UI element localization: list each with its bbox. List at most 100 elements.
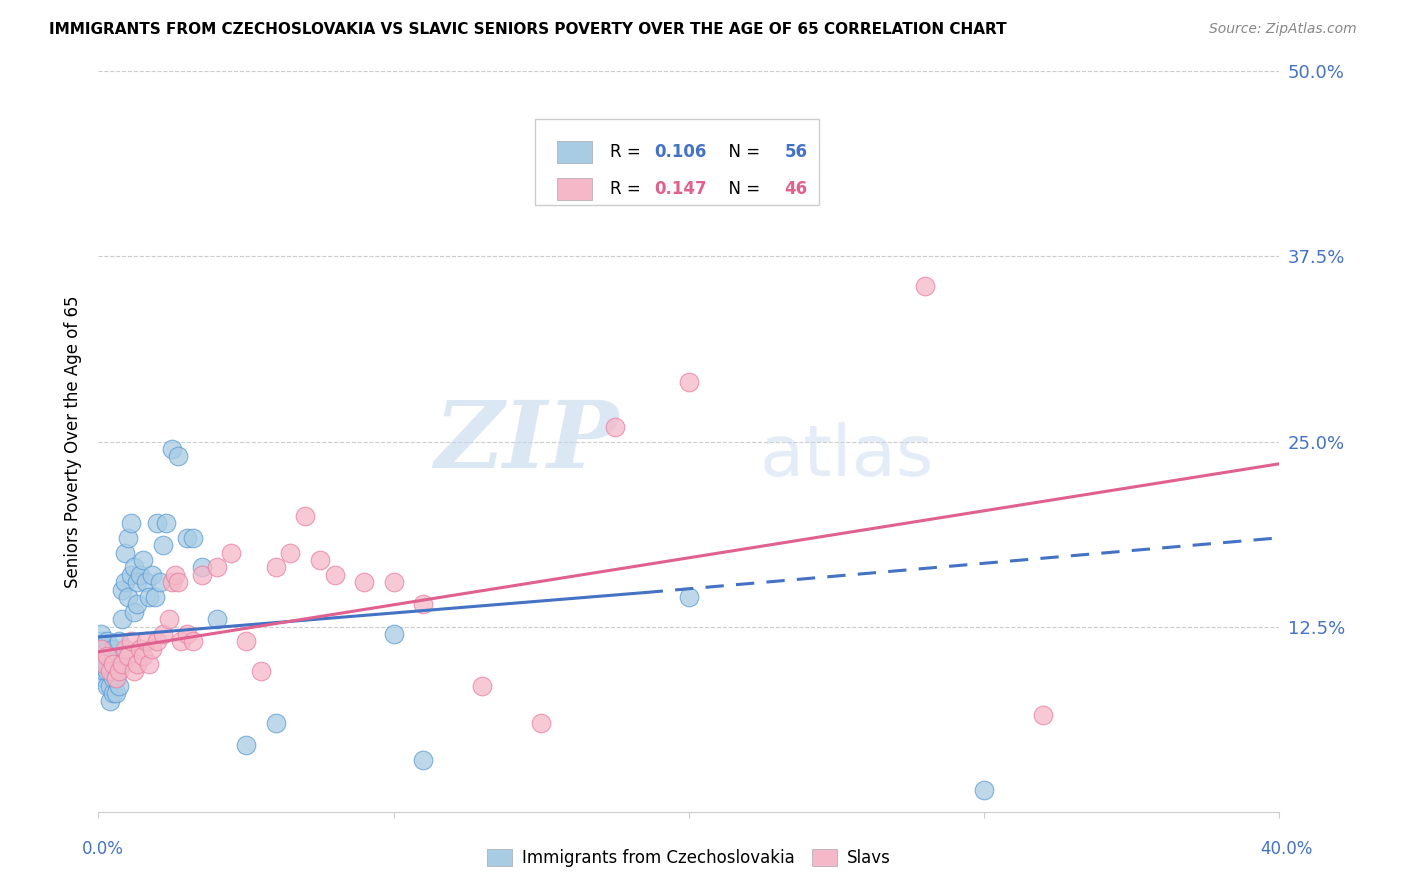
- Point: [117, 649, 139, 664]
- FancyBboxPatch shape: [536, 120, 818, 204]
- Point: [96, 657, 118, 671]
- Point: [128, 641, 150, 656]
- Point: [138, 590, 160, 604]
- Point: [353, 575, 375, 590]
- Bar: [557, 141, 592, 163]
- Point: [117, 531, 139, 545]
- Point: [105, 672, 128, 686]
- Point: [122, 605, 145, 619]
- Point: [176, 627, 198, 641]
- Text: IMMIGRANTS FROM CZECHOSLOVAKIA VS SLAVIC SENIORS POVERTY OVER THE AGE OF 65 CORR: IMMIGRANTS FROM CZECHOSLOVAKIA VS SLAVIC…: [49, 22, 1007, 37]
- Point: [93, 641, 115, 656]
- Point: [152, 538, 174, 552]
- Point: [120, 516, 142, 530]
- Point: [90, 634, 112, 648]
- Point: [973, 782, 995, 797]
- Point: [98, 664, 121, 678]
- Point: [162, 442, 183, 456]
- Point: [111, 612, 134, 626]
- Legend: Immigrants from Czechoslovakia, Slavs: Immigrants from Czechoslovakia, Slavs: [481, 842, 897, 874]
- Point: [235, 738, 257, 752]
- Point: [120, 567, 142, 582]
- Point: [98, 649, 121, 664]
- Point: [98, 679, 121, 693]
- Point: [122, 664, 145, 678]
- Point: [114, 546, 136, 560]
- Point: [125, 657, 148, 671]
- Point: [114, 641, 136, 656]
- Point: [146, 516, 169, 530]
- Point: [111, 657, 134, 671]
- Point: [678, 376, 700, 390]
- Point: [93, 664, 115, 678]
- Point: [167, 450, 190, 464]
- Point: [141, 641, 163, 656]
- Point: [412, 753, 434, 767]
- Point: [167, 575, 190, 590]
- Point: [170, 634, 193, 648]
- Point: [120, 634, 142, 648]
- Point: [181, 634, 204, 648]
- Point: [122, 560, 145, 574]
- Text: 46: 46: [785, 180, 807, 198]
- Point: [605, 419, 627, 434]
- Point: [205, 612, 228, 626]
- Point: [323, 567, 346, 582]
- Point: [278, 546, 302, 560]
- Point: [98, 694, 121, 708]
- Point: [132, 553, 155, 567]
- Point: [90, 641, 112, 656]
- Text: N =: N =: [718, 180, 766, 198]
- Point: [294, 508, 316, 523]
- Point: [264, 560, 287, 574]
- Point: [155, 516, 177, 530]
- Point: [108, 664, 131, 678]
- Point: [205, 560, 228, 574]
- Point: [90, 649, 112, 664]
- Point: [412, 598, 434, 612]
- Point: [264, 715, 287, 730]
- Point: [125, 598, 148, 612]
- Point: [1032, 708, 1054, 723]
- Point: [105, 686, 128, 700]
- Point: [382, 627, 405, 641]
- Bar: [557, 178, 592, 201]
- Point: [141, 567, 163, 582]
- Point: [96, 679, 118, 693]
- Point: [165, 567, 187, 582]
- Point: [191, 567, 214, 582]
- Point: [250, 664, 273, 678]
- Point: [103, 672, 125, 686]
- Point: [103, 641, 125, 656]
- Point: [135, 634, 157, 648]
- Point: [103, 657, 125, 671]
- Point: [93, 657, 115, 671]
- Text: atlas: atlas: [759, 422, 934, 491]
- Point: [114, 575, 136, 590]
- Point: [146, 634, 169, 648]
- Y-axis label: Seniors Poverty Over the Age of 65: Seniors Poverty Over the Age of 65: [65, 295, 83, 588]
- Point: [125, 575, 148, 590]
- Text: R =: R =: [610, 180, 645, 198]
- Point: [162, 575, 183, 590]
- Text: Source: ZipAtlas.com: Source: ZipAtlas.com: [1209, 22, 1357, 37]
- Text: 56: 56: [785, 143, 807, 161]
- Point: [471, 679, 494, 693]
- Point: [108, 634, 131, 648]
- Point: [382, 575, 405, 590]
- Point: [117, 590, 139, 604]
- Point: [530, 715, 553, 730]
- Point: [157, 612, 180, 626]
- Text: 0.0%: 0.0%: [82, 840, 124, 858]
- Point: [111, 582, 134, 597]
- Point: [138, 657, 160, 671]
- Text: 0.147: 0.147: [655, 180, 707, 198]
- Point: [108, 657, 131, 671]
- Text: ZIP: ZIP: [434, 397, 619, 486]
- Point: [96, 649, 118, 664]
- Point: [149, 575, 172, 590]
- Point: [191, 560, 214, 574]
- Point: [96, 634, 118, 648]
- Point: [135, 575, 157, 590]
- Point: [132, 649, 155, 664]
